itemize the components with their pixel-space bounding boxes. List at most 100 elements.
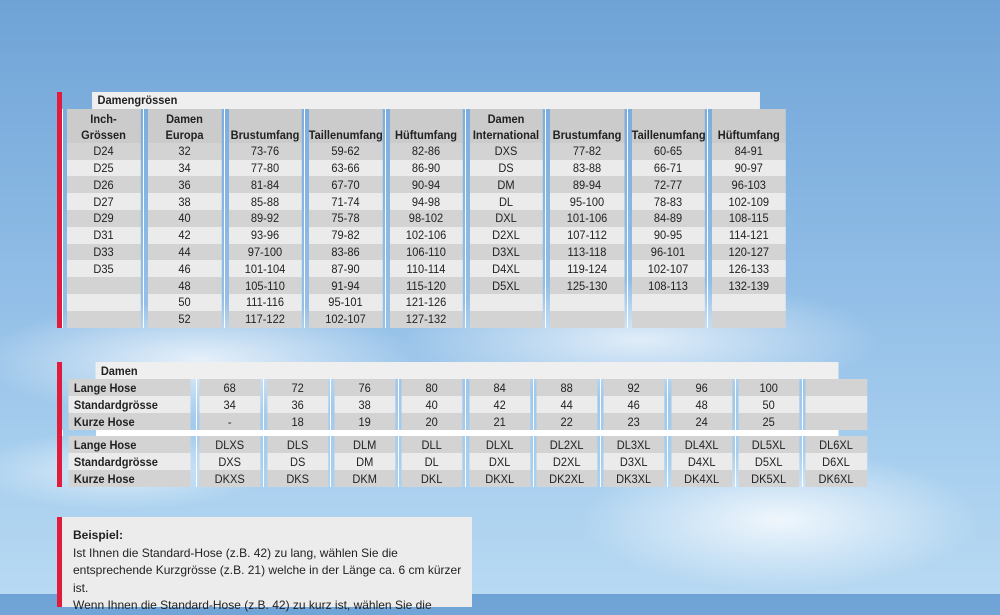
table-cell: 36 xyxy=(146,176,222,194)
table-cell: 114-121 xyxy=(710,226,786,244)
table-cell: DLXL xyxy=(467,436,531,453)
table-cell: D4XL xyxy=(468,260,543,278)
table-cell xyxy=(468,293,543,311)
table-cell: 23 xyxy=(602,413,666,430)
table-cell: 95-100 xyxy=(548,193,625,210)
column-header-line: Taillenumfang xyxy=(631,127,706,142)
table-cell xyxy=(548,310,625,328)
table-cell: D35 xyxy=(65,260,141,278)
table-cell: 72-77 xyxy=(630,176,705,194)
table-cell: DKXL xyxy=(467,470,531,487)
beispiel-title: Beispiel: xyxy=(73,528,124,542)
column-header-line: Damen xyxy=(165,111,203,126)
table-cell: D26 xyxy=(65,176,141,194)
table-cell: DK4XL xyxy=(669,470,733,487)
table-cell: D2XL xyxy=(468,226,543,244)
table-cell: 94-98 xyxy=(388,193,463,210)
table-row: D29 40 89-92 75-78 98-102 DXL 101-106 84-89 108-… xyxy=(63,209,789,227)
beispiel-line: Wenn Ihnen die Standard-Hose (z.B. 42) z… xyxy=(73,598,432,612)
separator-cell xyxy=(94,430,838,436)
table-cell: DL xyxy=(468,193,543,210)
table-cell xyxy=(630,310,705,328)
table-cell: D33 xyxy=(65,243,141,261)
table-cell: 86-90 xyxy=(388,159,463,177)
table-cell xyxy=(630,293,705,311)
table-cell xyxy=(804,396,868,413)
beispiel-line: entsprechende Kurzgrösse (z.B. 21) welch… xyxy=(73,563,462,595)
table-cell: 59-62 xyxy=(307,142,383,160)
table-cell: 111-116 xyxy=(227,293,302,311)
table-cell: 92 xyxy=(602,379,666,396)
table-cell: DK3XL xyxy=(602,470,666,487)
table-cell: DXL xyxy=(468,209,543,227)
table-cell: 42 xyxy=(146,226,222,244)
table-row: D25 34 77-80 63-66 86-90 DS 83-88 66-71 90-97 xyxy=(63,159,789,177)
table-cell: 90-95 xyxy=(630,226,705,244)
column-header-line xyxy=(549,111,624,127)
column-header-line: Inch- xyxy=(89,111,117,126)
column-header-line xyxy=(711,111,785,127)
table-cell: 38 xyxy=(333,396,396,413)
column-header-line: Grössen xyxy=(80,127,126,142)
beispiel-line: Ist Ihnen die Standard-Hose (z.B. 42) zu… xyxy=(73,545,398,560)
table-cell: 63-66 xyxy=(307,159,383,177)
table-cell: 96-101 xyxy=(630,243,705,261)
table-cell: 83-86 xyxy=(307,243,383,261)
table-cell xyxy=(710,310,786,328)
column-header: Brustumfang xyxy=(548,108,625,143)
table-cell: 71-74 xyxy=(307,193,383,210)
table-cell: 68 xyxy=(198,379,261,396)
table-title-row: Damen xyxy=(63,362,871,379)
table-cell: 117-122 xyxy=(227,310,302,328)
table-cell: 96 xyxy=(669,379,733,396)
table-cell: 102-109 xyxy=(710,193,786,210)
table-row: Lange Hose 68 72 76 80 84 88 92 96 100 xyxy=(63,379,871,396)
table-cell: 77-82 xyxy=(548,142,625,160)
table-cell: 90-97 xyxy=(710,159,786,177)
table-cell: DLXS xyxy=(198,436,261,453)
column-header: Inch- Grössen xyxy=(65,108,141,143)
table-cell: DL2XL xyxy=(535,436,598,453)
table-cell xyxy=(65,310,141,328)
table-cell: DKL xyxy=(400,470,463,487)
table-cell: 107-112 xyxy=(548,226,625,244)
column-header: Hüftumfang xyxy=(710,108,786,143)
table-cell: 22 xyxy=(535,413,598,430)
table-cell: 87-90 xyxy=(307,260,383,278)
table-row: D31 42 93-96 79-82 102-106 D2XL 107-112 90-95 11… xyxy=(63,226,789,244)
table-cell: 126-133 xyxy=(710,260,786,278)
column-header-line: Damen xyxy=(487,111,524,126)
table-cell: 60-65 xyxy=(630,142,705,160)
table-cell: Standardgrösse xyxy=(67,453,191,470)
table-cell: DS xyxy=(265,453,329,470)
column-header-line xyxy=(389,111,462,127)
table-cell: DM xyxy=(333,453,396,470)
table-cell: D3XL xyxy=(602,453,666,470)
table-cell: D4XL xyxy=(669,453,733,470)
table-cell: Standardgrösse xyxy=(67,396,191,413)
column-header: Damen International xyxy=(468,108,543,143)
table-cell: DXL xyxy=(467,453,531,470)
table-cell: 119-124 xyxy=(548,260,625,278)
table-cell: D31 xyxy=(65,226,141,244)
table-cell: - xyxy=(198,413,261,430)
table-cell: DM xyxy=(468,176,543,194)
table-cell: 79-82 xyxy=(307,226,383,244)
column-header-line: International xyxy=(472,127,539,142)
column-header: Brustumfang xyxy=(227,108,302,143)
table-cell: 89-94 xyxy=(548,176,625,194)
table-cell: 108-113 xyxy=(630,277,705,294)
table-row: D27 38 85-88 71-74 94-98 DL 95-100 78-83 102-109 xyxy=(63,193,789,210)
column-header: Taillenumfang xyxy=(307,108,383,143)
column-header-line: Hüftumfang xyxy=(717,127,780,142)
table-cell: 34 xyxy=(146,159,222,177)
table-cell: 36 xyxy=(265,396,329,413)
table-cell: 44 xyxy=(535,396,598,413)
table-cell: 40 xyxy=(400,396,463,413)
column-header-line: Brustumfang xyxy=(230,127,299,142)
table-cell: 105-110 xyxy=(227,277,302,294)
table-cell: DXS xyxy=(198,453,261,470)
table-cell: 48 xyxy=(146,277,222,294)
table-cell: 120-127 xyxy=(710,243,786,261)
table-cell: DK2XL xyxy=(535,470,598,487)
